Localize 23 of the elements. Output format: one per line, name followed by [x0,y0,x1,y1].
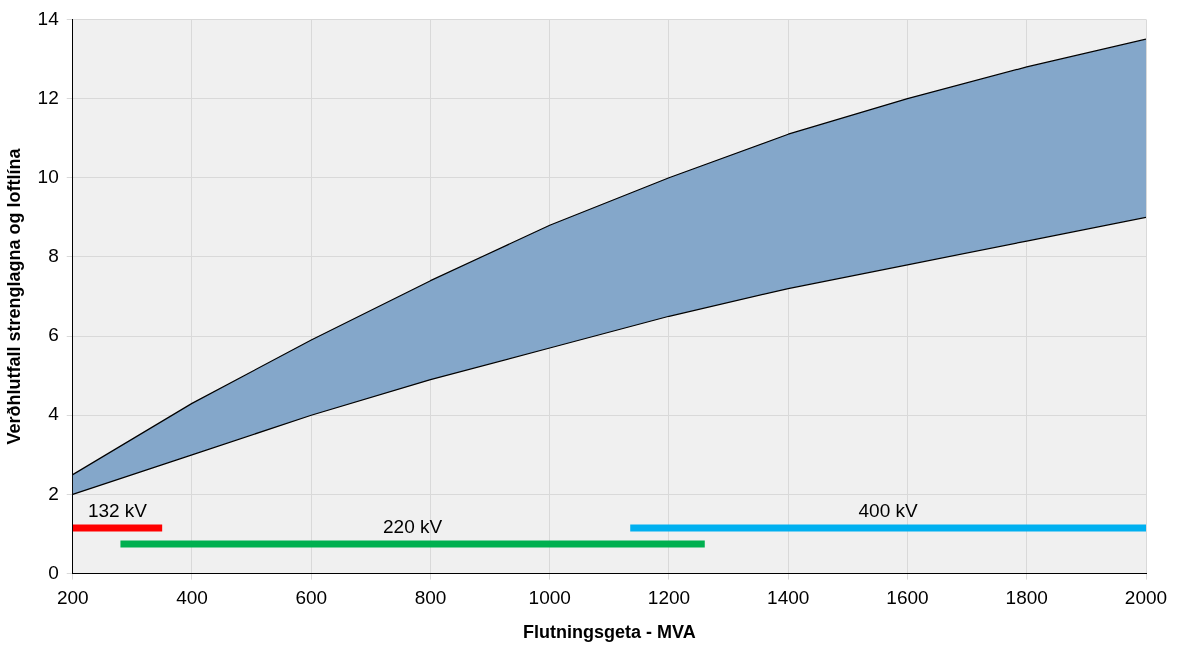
x-tick-label: 400 [176,587,208,609]
x-tick-label: 200 [56,587,89,609]
y-tick-label: 6 [48,324,59,346]
y-axis-title: Verðhlutfall strenglagna og loftlína [3,147,24,445]
x-tick-label: 1800 [1005,587,1048,609]
x-tick-label: 1200 [647,587,691,609]
y-tick-label: 2 [48,482,59,504]
y-tick-label: 14 [37,7,60,29]
x-tick-label: 2000 [1124,587,1168,609]
x-tick-label: 1600 [886,587,929,609]
series-label: 400 kV [858,499,919,521]
x-tick-label: 600 [295,587,328,609]
x-axis-title: Flutningsgeta - MVA [523,622,696,643]
y-tick-label: 12 [37,86,59,108]
y-tick-label: 10 [37,165,59,187]
x-tick-label: 1000 [528,587,571,609]
series-label: 220 kV [383,515,443,537]
x-tick-label: 1400 [767,587,810,609]
y-tick-label: 0 [48,561,59,583]
series-label: 132 kV [87,499,148,521]
y-tick-label: 8 [48,245,59,267]
x-tick-label: 800 [414,587,447,609]
y-tick-label: 4 [48,403,60,425]
